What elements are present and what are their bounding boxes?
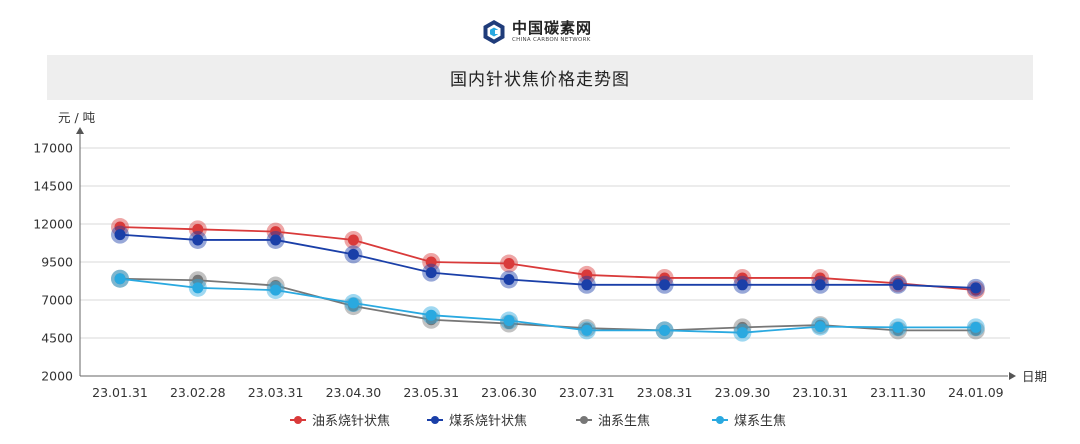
data-point — [581, 269, 593, 281]
logo-chinese-name: 中国碳素网 — [512, 18, 593, 37]
data-point — [347, 234, 359, 246]
x-tick-label: 23.06.30 — [481, 385, 537, 400]
y-tick-label: 2000 — [41, 369, 73, 384]
data-point — [659, 279, 671, 291]
data-point — [503, 258, 515, 270]
axis-layer: 2000 4500 7000 9500 12000 14500 17000 元 / 吨日期 23… — [33, 110, 1047, 400]
data-point — [892, 321, 904, 333]
legend-item[interactable]: 煤系生焦 — [712, 414, 786, 429]
data-point — [736, 279, 748, 291]
y-tick-label: 7000 — [41, 293, 73, 308]
data-point — [425, 256, 437, 268]
data-point — [192, 223, 204, 235]
data-point — [659, 324, 671, 336]
legend-label: 油系烧针状焦 — [312, 414, 390, 429]
y-tick-label: 9500 — [41, 255, 73, 270]
chart-title: 国内针状焦价格走势图 — [450, 70, 630, 90]
hexagon-c-logo-icon — [483, 20, 505, 44]
legend-label: 煤系生焦 — [734, 414, 786, 429]
legend-label: 煤系烧针状焦 — [449, 414, 527, 429]
data-point — [114, 229, 126, 241]
data-point — [192, 282, 204, 294]
legend-swatch-dot — [294, 416, 302, 424]
y-axis-arrow-icon — [76, 127, 84, 134]
brand-logo: 中国碳素网 CHINA CARBON NETWORK — [482, 15, 592, 49]
y-tick-label: 12000 — [33, 217, 73, 232]
data-point — [270, 234, 282, 246]
data-point — [814, 321, 826, 333]
data-point — [347, 248, 359, 260]
y-axis-title: 元 / 吨 — [58, 110, 96, 125]
grid-layer — [80, 147, 1010, 339]
data-point — [425, 267, 437, 279]
x-tick-label: 23.11.30 — [870, 385, 926, 400]
legend-label: 油系生焦 — [598, 414, 650, 429]
data-point — [736, 327, 748, 339]
data-point — [581, 279, 593, 291]
data-point — [192, 234, 204, 246]
x-tick-label: 23.02.28 — [170, 385, 226, 400]
chart-title-bar: 国内针状焦价格走势图 — [47, 55, 1033, 100]
x-tick-label: 23.01.31 — [92, 385, 148, 400]
data-point — [270, 284, 282, 296]
x-tick-label: 24.01.09 — [948, 385, 1004, 400]
data-point — [114, 273, 126, 285]
legend-item[interactable]: 煤系烧针状焦 — [427, 414, 527, 429]
x-tick-label: 23.04.30 — [326, 385, 382, 400]
x-tick-label: 23.09.30 — [715, 385, 771, 400]
data-point — [347, 297, 359, 309]
legend-swatch-dot — [716, 416, 724, 424]
series-line — [119, 277, 976, 332]
legend-item[interactable]: 油系烧针状焦 — [290, 414, 390, 429]
x-tick-label: 23.07.31 — [559, 385, 615, 400]
x-tick-label: 23.10.31 — [792, 385, 848, 400]
legend-item[interactable]: 油系生焦 — [576, 414, 650, 429]
data-point — [814, 279, 826, 291]
y-tick-label: 14500 — [33, 179, 73, 194]
data-point — [892, 279, 904, 291]
x-axis-arrow-icon — [1009, 372, 1016, 380]
data-point — [970, 321, 982, 333]
x-tick-label: 23.08.31 — [637, 385, 693, 400]
legend-swatch-dot — [431, 416, 439, 424]
series-line — [119, 226, 976, 292]
data-point — [425, 309, 437, 321]
x-tick-label: 23.03.31 — [248, 385, 304, 400]
legend-swatch-dot — [580, 416, 588, 424]
logo-english-name: CHINA CARBON NETWORK — [512, 36, 591, 43]
series-line — [119, 277, 976, 334]
data-point — [503, 315, 515, 327]
x-axis-title: 日期 — [1022, 369, 1047, 384]
data-point — [114, 221, 126, 233]
series-line — [119, 233, 976, 289]
data-point — [970, 282, 982, 294]
x-tick-label: 23.05.31 — [403, 385, 459, 400]
series-layer — [111, 218, 985, 342]
legend-layer: 油系烧针状焦 煤系烧针状焦 油系生焦 煤系生焦 — [290, 414, 786, 429]
data-point — [581, 324, 593, 336]
data-point — [270, 226, 282, 238]
y-tick-label: 4500 — [41, 331, 73, 346]
y-tick-label: 17000 — [33, 141, 73, 156]
data-point — [503, 273, 515, 285]
data-point — [192, 274, 204, 286]
